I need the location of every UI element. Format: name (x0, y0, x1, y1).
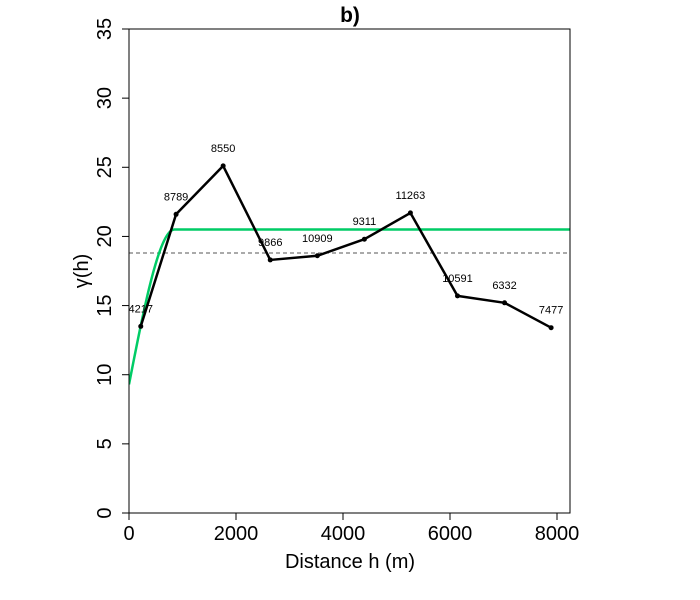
axes: 0 2000 4000 6000 8000 0 5 10 15 20 25 30 35 (94, 18, 579, 545)
point-count-label: 10591 (442, 273, 473, 285)
empirical-variogram-point (454, 293, 460, 299)
y-tick-label: 5 (94, 438, 116, 449)
empirical-variogram-point (267, 257, 273, 263)
x-tick-label: 0 (123, 523, 134, 545)
plot-area: 4217 8789 8550 9866 10909 9311 11263 10591 6332 7… (129, 143, 570, 385)
empirical-variogram-point (407, 210, 413, 216)
point-count-label: 9866 (258, 237, 282, 249)
y-tick-label: 0 (94, 507, 116, 518)
x-tick-label: 6000 (428, 523, 473, 545)
empirical-variogram-point (220, 163, 226, 169)
y-tick-label: 35 (94, 18, 116, 40)
empirical-variogram-point (361, 236, 367, 242)
point-count-label: 6332 (492, 280, 516, 292)
y-tick-label: 20 (94, 225, 116, 247)
y-tick-label: 15 (94, 294, 116, 316)
empirical-variogram-point (314, 253, 320, 259)
x-tick-label: 2000 (214, 523, 259, 545)
plot-clip-group (129, 228, 570, 385)
plot-frame (128, 28, 571, 514)
model-variogram-curve (129, 228, 570, 385)
y-axis-label: γ(h) (71, 254, 93, 288)
x-tick-label: 4000 (321, 523, 366, 545)
empirical-variogram-point (502, 300, 508, 306)
x-tick-label: 8000 (535, 523, 580, 545)
empirical-variogram-point (548, 325, 554, 331)
y-tick-label: 25 (94, 156, 116, 178)
empirical-variogram-line (139, 164, 552, 329)
empirical-variogram-point (138, 323, 144, 329)
x-axis-label: Distance h (m) (285, 551, 415, 573)
y-tick-label: 30 (94, 87, 116, 109)
point-count-label: 7477 (539, 305, 563, 317)
point-count-label: 8789 (164, 191, 188, 203)
point-count-label: 11263 (396, 190, 426, 202)
point-count-label: 10909 (302, 233, 333, 245)
point-count-label: 9311 (353, 216, 377, 228)
chart-title: b) (340, 4, 360, 27)
point-count-label: 4217 (129, 303, 153, 315)
point-count-label: 8550 (211, 143, 235, 155)
y-tick-label: 10 (94, 364, 116, 386)
empirical-variogram-point (173, 211, 179, 217)
